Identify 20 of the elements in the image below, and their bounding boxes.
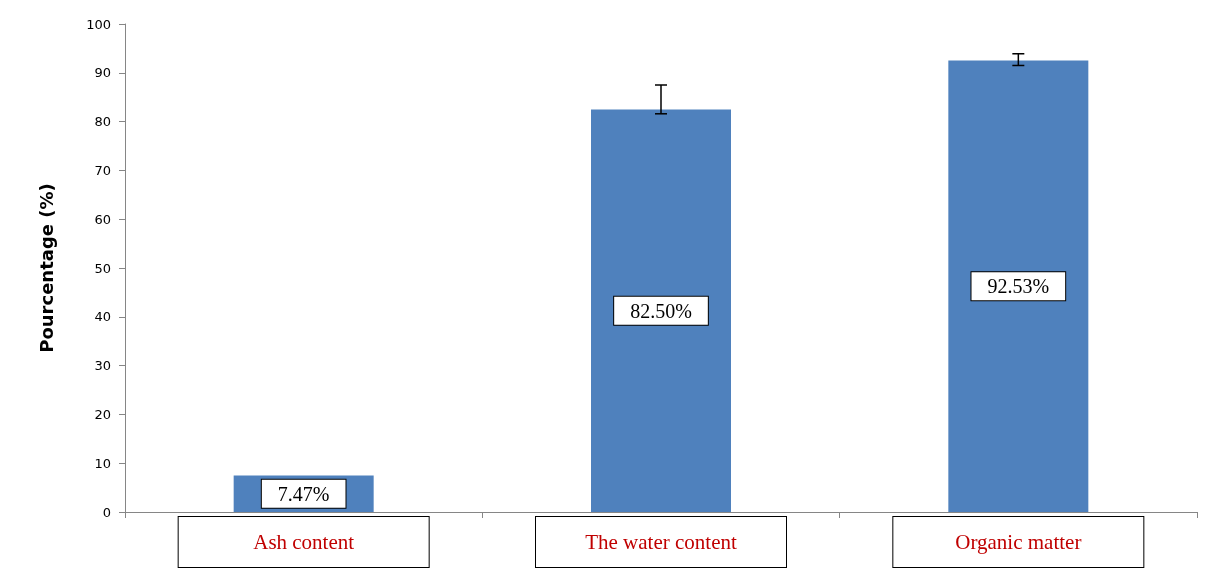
y-tick-label: 10 [94,455,111,471]
data-label: 82.50% [630,299,692,322]
y-tick-label: 40 [94,309,111,325]
y-tick-label: 80 [94,114,111,130]
bar [948,60,1089,512]
y-tick-label: 60 [94,211,111,227]
y-tick-label: 20 [94,406,111,422]
data-label: 92.53% [987,275,1050,298]
bar [591,109,731,512]
x-tick-label: Organic matter [955,530,1082,554]
y-tick-label: 100 [86,16,111,32]
y-tick-label: 0 [102,504,111,520]
y-tick-label: 50 [94,260,111,276]
x-tick-label: The water content [585,530,737,554]
y-tick-label: 70 [94,162,111,178]
y-axis-title: Pourcentage (%) [35,183,57,353]
y-tick-label: 90 [94,65,111,81]
y-tick-label: 30 [94,358,111,374]
x-tick-label: Ash content [253,530,355,554]
data-label: 7.47% [277,482,330,505]
